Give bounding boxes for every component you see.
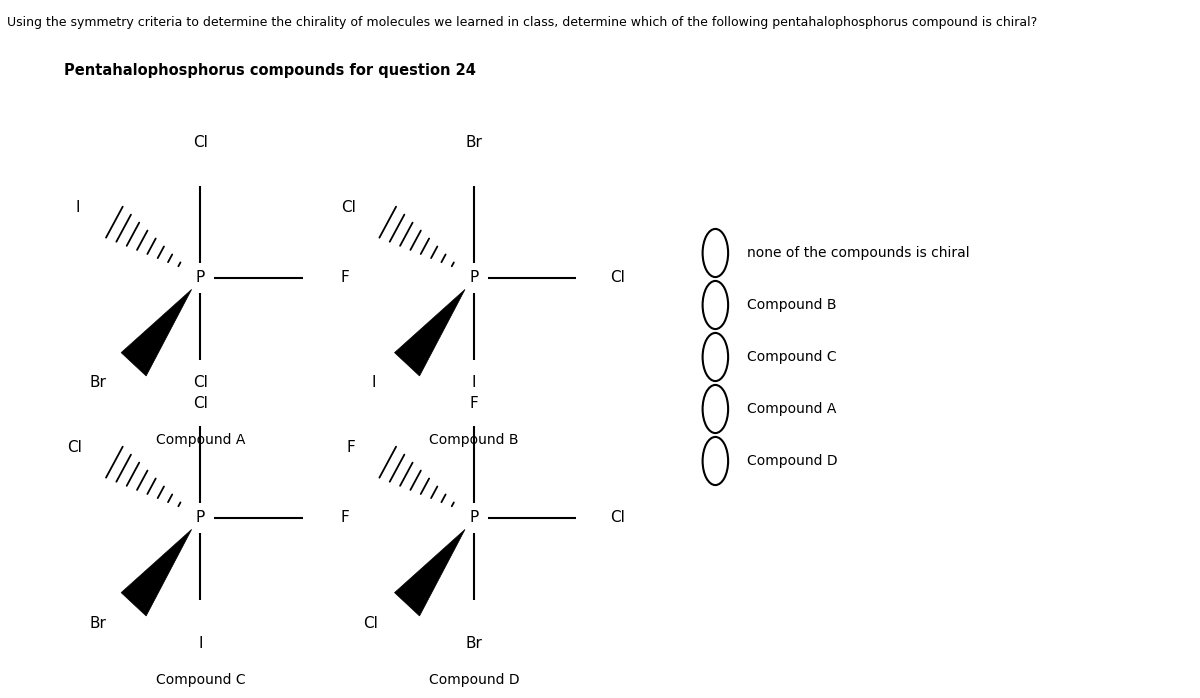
Text: P: P: [196, 510, 205, 526]
Text: Br: Br: [89, 376, 106, 390]
Text: I: I: [472, 376, 476, 390]
Text: F: F: [340, 510, 349, 526]
Text: Cl: Cl: [193, 396, 208, 410]
Text: Cl: Cl: [193, 135, 208, 151]
Text: Compound A: Compound A: [156, 433, 245, 447]
Polygon shape: [395, 290, 466, 376]
Text: Br: Br: [466, 135, 482, 151]
Text: F: F: [347, 440, 355, 456]
Text: none of the compounds is chiral: none of the compounds is chiral: [748, 246, 970, 260]
Polygon shape: [121, 290, 192, 376]
Text: P: P: [469, 271, 479, 285]
Text: Compound C: Compound C: [748, 350, 836, 364]
Text: Compound D: Compound D: [748, 454, 838, 468]
Text: I: I: [198, 635, 203, 651]
Polygon shape: [395, 529, 466, 616]
Text: Br: Br: [89, 616, 106, 630]
Text: Cl: Cl: [364, 616, 378, 630]
Text: Compound D: Compound D: [428, 673, 520, 687]
Text: I: I: [76, 200, 79, 216]
Text: Pentahalophosphorus compounds for question 24: Pentahalophosphorus compounds for questi…: [64, 63, 475, 78]
Text: Cl: Cl: [611, 510, 625, 526]
Text: Cl: Cl: [193, 376, 208, 390]
Text: Br: Br: [466, 635, 482, 651]
Text: Compound B: Compound B: [430, 433, 518, 447]
Text: Compound C: Compound C: [156, 673, 245, 687]
Text: Cl: Cl: [611, 271, 625, 285]
Text: Cl: Cl: [341, 200, 355, 216]
Text: F: F: [469, 396, 479, 410]
Text: F: F: [340, 271, 349, 285]
Text: I: I: [371, 376, 376, 390]
Text: P: P: [469, 510, 479, 526]
Text: Compound A: Compound A: [748, 402, 836, 416]
Polygon shape: [121, 529, 192, 616]
Text: Using the symmetry criteria to determine the chirality of molecules we learned i: Using the symmetry criteria to determine…: [7, 16, 1038, 29]
Text: Compound B: Compound B: [748, 298, 836, 312]
Text: Cl: Cl: [67, 440, 82, 456]
Text: P: P: [196, 271, 205, 285]
